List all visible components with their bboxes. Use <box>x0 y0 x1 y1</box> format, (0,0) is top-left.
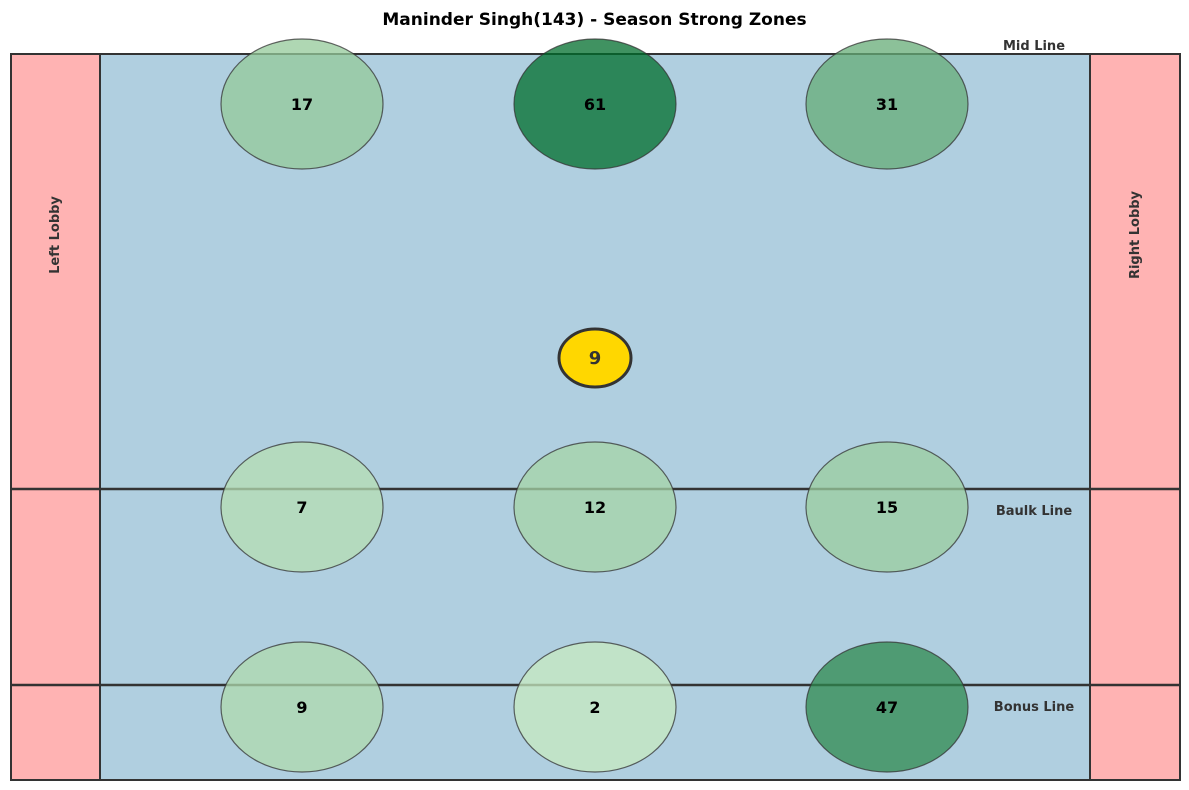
chart-title: Maninder Singh(143) - Season Strong Zone… <box>382 10 806 30</box>
mid-line-label: Mid Line <box>1003 39 1065 54</box>
zone-top-left: 17 <box>220 38 384 170</box>
player-marker: 9 <box>557 327 633 389</box>
zone-circle <box>513 641 677 773</box>
zone-circle <box>513 441 677 573</box>
zone-baulk-left: 7 <box>220 441 384 573</box>
right-lobby-label: Right Lobby <box>1128 190 1143 279</box>
zone-circle <box>220 38 384 170</box>
zone-value-label: 2 <box>589 698 600 717</box>
zone-bonus-center: 2 <box>513 641 677 773</box>
zone-value-label: 31 <box>876 95 898 114</box>
zone-bonus-left: 9 <box>220 641 384 773</box>
zone-value-label: 17 <box>291 95 313 114</box>
zone-value-label: 7 <box>296 498 307 517</box>
zone-circle <box>805 38 969 170</box>
bonus-line-label: Bonus Line <box>994 700 1075 715</box>
baulk-line-label: Baulk Line <box>996 504 1073 519</box>
zone-circle <box>805 441 969 573</box>
zone-circle <box>805 641 969 773</box>
zone-value-label: 15 <box>876 498 898 517</box>
zone-value-label: 47 <box>876 698 898 717</box>
player-marker-label: 9 <box>589 348 602 369</box>
zone-value-label: 12 <box>584 498 606 517</box>
right-lobby <box>1089 53 1181 781</box>
left-lobby-label: Left Lobby <box>48 196 63 274</box>
player-marker-circle <box>557 327 633 389</box>
zone-circle <box>513 38 677 170</box>
zone-circle <box>220 641 384 773</box>
zone-top-center: 61 <box>513 38 677 170</box>
zone-value-label: 61 <box>584 95 606 114</box>
zone-baulk-center: 12 <box>513 441 677 573</box>
zones-layer: 17 61 31 7 12 15 9 2 47 <box>220 38 969 773</box>
left-lobby <box>10 53 101 781</box>
zone-top-right: 31 <box>805 38 969 170</box>
zone-bonus-right: 47 <box>805 641 969 773</box>
zone-value-label: 9 <box>296 698 307 717</box>
zone-circle <box>220 441 384 573</box>
zone-baulk-right: 15 <box>805 441 969 573</box>
